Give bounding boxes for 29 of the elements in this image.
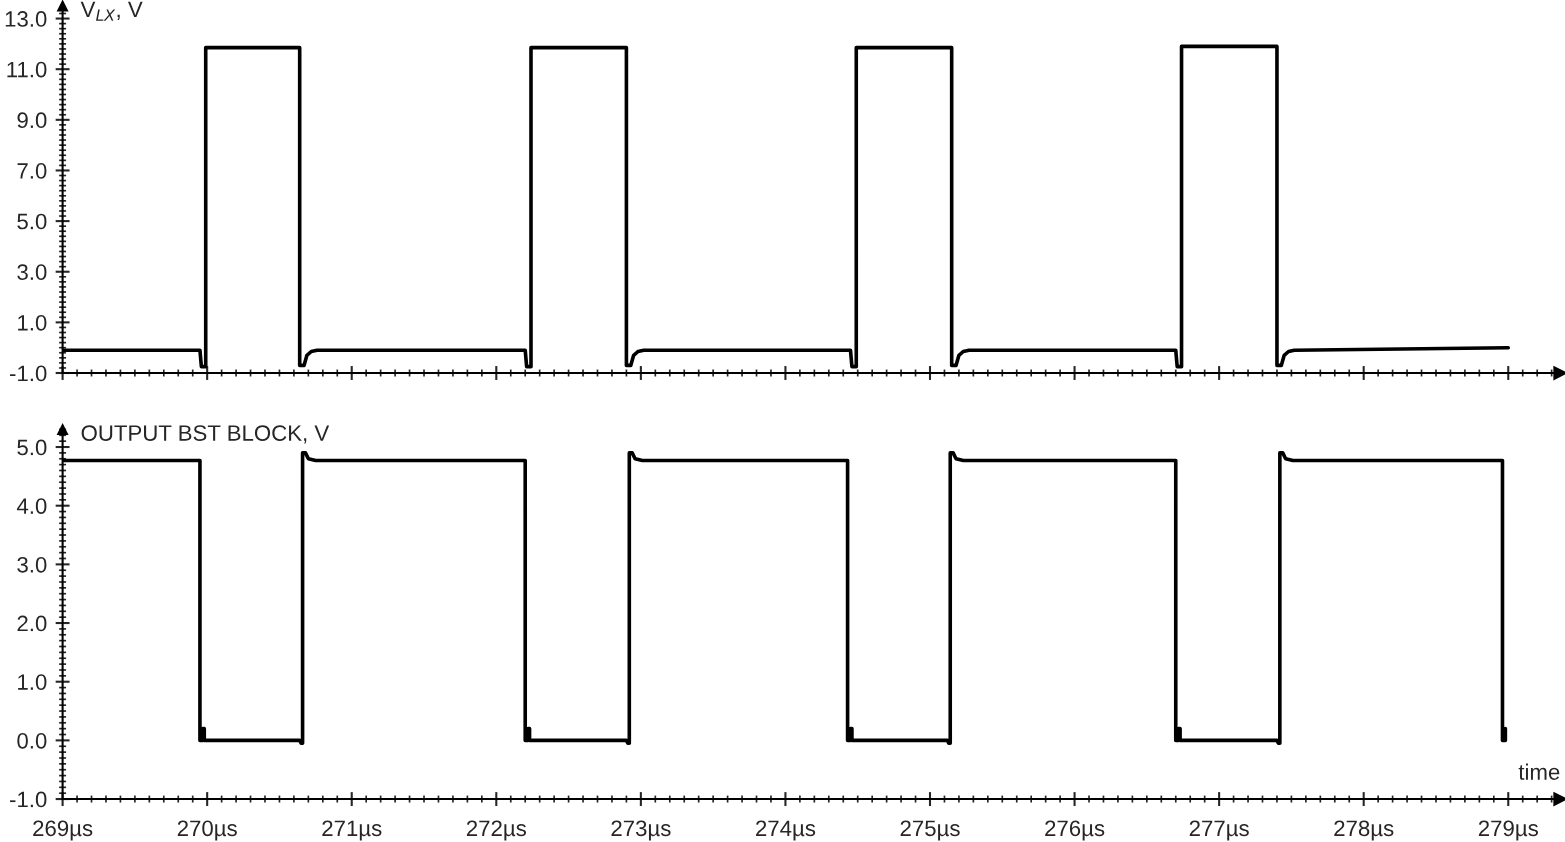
y-tick-label: 1.0	[18, 314, 47, 331]
y-tick-label: -1.0	[10, 365, 47, 382]
y-tick-label: 13.0	[5, 11, 47, 27]
y-tick-label: 5.0	[17, 439, 47, 456]
x-tick-label: 276µs	[1045, 820, 1105, 841]
y-tick-label: 4.0	[16, 498, 47, 514]
x-tick-label: 279µs	[1478, 820, 1538, 841]
y-tick-label: 3.0	[17, 556, 47, 573]
y-tick-label: 2.0	[17, 615, 47, 632]
x-tick-label: 269µs	[33, 820, 93, 841]
y-axis-title: V$_{LX}$, V	[80, 1, 143, 21]
y-tick-label: 1.0	[18, 674, 47, 690]
x-tick-label: 271µs	[322, 820, 382, 841]
y-tick-label: 9.0	[17, 112, 47, 129]
y-tick-label: 11.0	[7, 61, 47, 78]
y-axis-title: OUTPUT BST BLOCK, V	[81, 425, 330, 444]
y-tick-label: 3.0	[17, 264, 47, 280]
x-tick-label: 278µs	[1334, 820, 1394, 841]
y-tick-label: 5.0	[17, 213, 47, 230]
x-tick-label: 273µs	[611, 820, 671, 841]
y-tick-label: 0.0	[17, 732, 47, 749]
x-tick-label: 274µs	[756, 820, 816, 841]
y-tick-label: 7.0	[17, 163, 47, 179]
x-axis-title: time	[1518, 763, 1560, 780]
y-tick-label: -1.0	[10, 791, 47, 808]
x-tick-label: 272µs	[466, 820, 526, 841]
x-tick-label: 270µs	[177, 820, 237, 841]
x-tick-label: 277µs	[1189, 820, 1249, 841]
x-tick-label: 275µs	[900, 820, 960, 841]
